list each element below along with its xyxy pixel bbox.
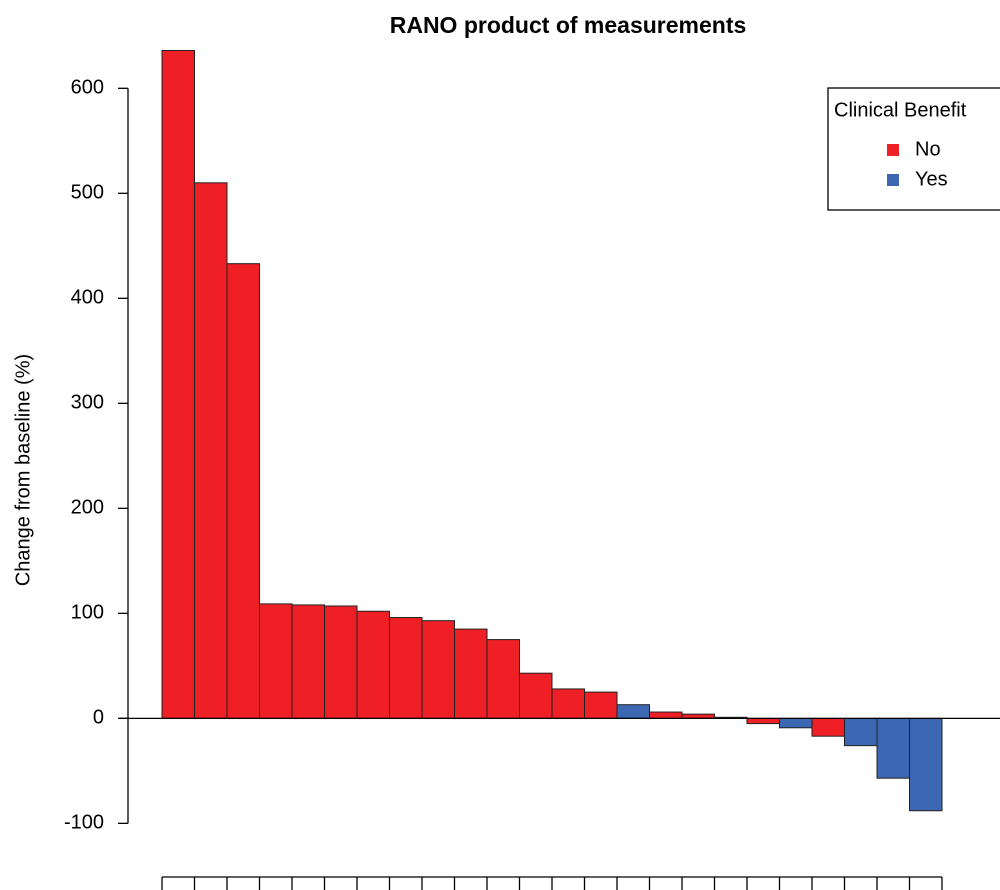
bar: [356, 610, 390, 719]
bar: [519, 672, 553, 719]
y-tick-label: -100: [64, 812, 104, 834]
bar: [259, 603, 293, 719]
bar: [584, 691, 618, 719]
y-axis-label: Change from baseline (%): [12, 354, 34, 586]
bar: [779, 717, 813, 729]
bar: [746, 717, 780, 725]
y-tick-label: 200: [71, 497, 104, 519]
y-tick-label: 0: [93, 707, 104, 729]
bar: [649, 711, 683, 719]
bar: [876, 717, 910, 779]
bar: [486, 639, 520, 719]
bar: [551, 688, 585, 719]
legend-label: Yes: [915, 168, 948, 190]
bar: [194, 182, 228, 719]
y-tick-label: 400: [71, 287, 104, 309]
bar: [811, 717, 845, 737]
bar: [324, 605, 358, 719]
bar: [909, 717, 943, 812]
y-tick-label: 500: [71, 182, 104, 204]
legend-box: [827, 87, 1000, 211]
bar: [616, 704, 650, 719]
bar: [291, 604, 325, 719]
bar: [454, 628, 488, 719]
legend-swatch: [887, 144, 899, 156]
bar: [389, 617, 423, 719]
bar: [226, 263, 260, 719]
chart-title: RANO product of measurements: [390, 12, 747, 38]
legend-label: No: [915, 138, 941, 160]
bar: [844, 717, 878, 747]
y-tick-label: 600: [71, 77, 104, 99]
legend-swatch: [887, 174, 899, 186]
legend-title: Clinical Benefit: [834, 99, 967, 121]
y-tick-label: 100: [71, 602, 104, 624]
bar: [161, 50, 195, 719]
y-tick-label: 300: [71, 392, 104, 414]
bar: [421, 620, 455, 719]
